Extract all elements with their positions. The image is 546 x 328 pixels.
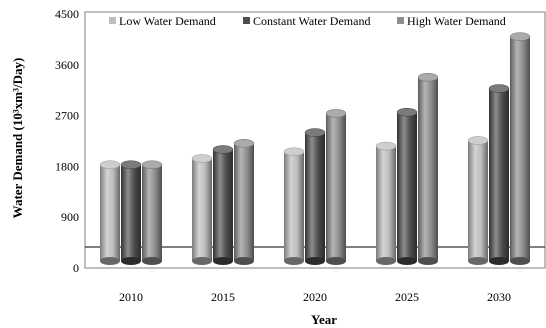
legend-swatch <box>109 17 116 24</box>
x-tick-label: 2030 <box>487 290 511 304</box>
x-tick-label: 2025 <box>395 290 419 304</box>
bar <box>304 128 326 265</box>
bar <box>488 84 510 265</box>
legend-label: Low Water Demand <box>119 14 216 28</box>
y-tick-label: 4500 <box>55 7 79 21</box>
x-tick-label: 2015 <box>211 290 235 304</box>
x-tick-label: 2010 <box>119 290 143 304</box>
legend-label: High Water Demand <box>407 14 506 28</box>
bar <box>375 141 397 265</box>
bar <box>99 160 121 265</box>
legend-label: Constant Water Demand <box>253 14 370 28</box>
legend-item: Low Water Demand <box>109 14 216 28</box>
bar <box>212 145 234 265</box>
y-axis-title: Water Demand (10³xm³/Day) <box>10 58 25 219</box>
bar <box>283 147 305 265</box>
bar-group <box>99 32 531 265</box>
y-tick-label: 3600 <box>55 58 79 72</box>
legend-item: High Water Demand <box>397 14 506 28</box>
bar <box>325 109 347 265</box>
x-tick-label: 2020 <box>303 290 327 304</box>
y-tick-label: 0 <box>73 261 79 275</box>
legend-swatch <box>243 17 250 24</box>
y-tick-label: 2700 <box>55 109 79 123</box>
x-axis-title: Year <box>311 312 337 327</box>
bar <box>191 154 213 265</box>
bar <box>233 139 255 265</box>
bar <box>417 72 439 265</box>
y-tick-label: 900 <box>61 210 79 224</box>
bar <box>141 160 163 265</box>
bar <box>396 107 418 265</box>
bar <box>509 32 531 265</box>
y-tick-labels: 0 900 1800 2700 3600 4500 <box>55 7 79 275</box>
legend: Low Water Demand Constant Water Demand Hig… <box>109 14 506 28</box>
bar <box>467 136 489 265</box>
x-tick-labels: 2010 2015 2020 2025 2030 <box>119 290 511 304</box>
bar <box>120 160 142 265</box>
legend-swatch <box>397 17 404 24</box>
legend-item: Constant Water Demand <box>243 14 370 28</box>
y-tick-label: 1800 <box>55 159 79 173</box>
